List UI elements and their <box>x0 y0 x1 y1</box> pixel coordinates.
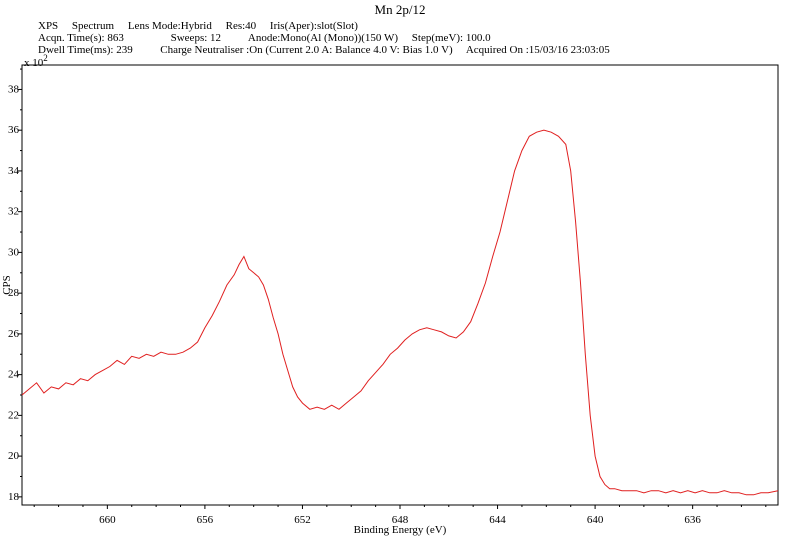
chart-ticks: 660 656 652 648 644 640 636 18 20 22 24 26 28 30 32 34 3… <box>1 53 767 536</box>
x-tick-label: 636 <box>684 514 701 526</box>
x-tick-label: 644 <box>489 514 506 526</box>
y-tick-label: 26 <box>8 328 20 340</box>
x-tick-label: 660 <box>99 514 116 526</box>
y-tick-label: 28 <box>8 287 20 299</box>
x-tick-label: 648 <box>392 514 409 526</box>
y-multiplier-label: x 102 <box>24 53 48 69</box>
y-tick-label: 32 <box>8 206 19 218</box>
plot-frame <box>21 64 779 506</box>
chart-title: Mn 2p/12 <box>374 2 426 17</box>
y-tick-label: 24 <box>8 369 20 381</box>
x-axis-label: Binding Energy (eV) <box>354 524 447 536</box>
x-tick-label: 652 <box>294 514 311 526</box>
series-line <box>21 129 779 496</box>
header-line-1: XPS Spectrum Lens Mode:Hybrid Res:40 Iri… <box>38 20 358 32</box>
chart-axes <box>21 64 779 506</box>
header-line-2: Acqn. Time(s): 863 Sweeps: 12 Anode:Mono… <box>38 32 491 44</box>
y-axis-label: CPS <box>1 275 13 295</box>
header-line-3: Dwell Time(ms): 239 Charge Neutraliser :… <box>38 44 610 56</box>
y-tick-label: 30 <box>8 246 20 258</box>
y-tick-label: 34 <box>8 165 20 177</box>
x-tick-label: 640 <box>587 514 604 526</box>
y-tick-label: 20 <box>8 450 20 462</box>
y-tick-label: 38 <box>8 83 20 95</box>
y-tick-label: 36 <box>8 124 20 136</box>
y-tick-label: 18 <box>8 491 20 503</box>
y-tick-label: 22 <box>8 409 19 421</box>
x-tick-label: 656 <box>197 514 214 526</box>
